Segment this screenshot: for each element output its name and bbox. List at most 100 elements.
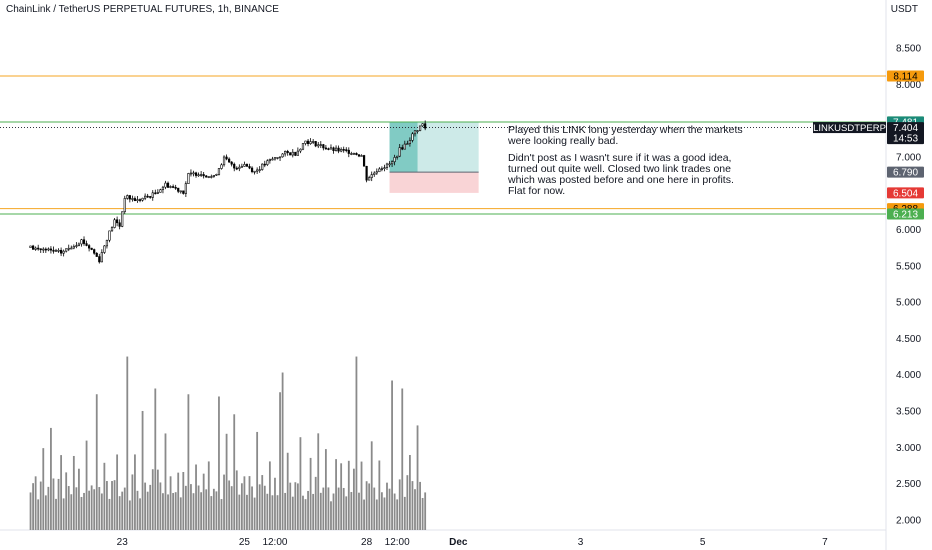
y-tick-label: 7.000 xyxy=(896,152,921,163)
volume-bar xyxy=(121,491,124,530)
volume-bar xyxy=(154,388,157,530)
volume-bar xyxy=(337,487,340,530)
position-stop-zone xyxy=(389,172,479,193)
candle-body xyxy=(205,175,208,178)
volume-bar xyxy=(261,475,264,530)
volume-bar xyxy=(95,394,98,530)
volume-bar xyxy=(416,425,419,530)
volume-bar xyxy=(332,493,335,530)
x-tick-label: 23 xyxy=(117,537,129,548)
volume-bar xyxy=(322,487,325,530)
volume-bar xyxy=(335,459,337,530)
volume-bar xyxy=(80,496,83,530)
candle-body xyxy=(235,167,238,170)
price-tag: 6.213 xyxy=(893,210,918,221)
volume-bar xyxy=(141,410,144,530)
candle-body xyxy=(273,157,277,160)
currency-label: USDT xyxy=(890,4,918,15)
volume-bar xyxy=(116,454,119,530)
candle-body xyxy=(352,152,355,155)
candle-body xyxy=(192,172,195,175)
volume-bar xyxy=(248,476,251,530)
volume-bar xyxy=(266,493,269,530)
candle-body xyxy=(113,219,116,228)
symbol-tag: LINKUSDTPERP xyxy=(813,123,886,134)
candle-body xyxy=(166,182,170,188)
candle-body xyxy=(370,174,373,178)
price-tag: 8.114 xyxy=(893,72,918,83)
candle-body xyxy=(340,149,343,152)
candle-body xyxy=(184,183,187,194)
candle-body xyxy=(350,153,353,155)
candle-body xyxy=(243,164,246,167)
chart-title: ChainLink / TetherUS PERPETUAL FUTURES, … xyxy=(6,4,279,15)
volume-bar xyxy=(386,482,388,530)
volume-bar xyxy=(223,474,225,530)
volume-bar xyxy=(409,454,411,530)
volume-bar xyxy=(90,485,93,530)
candle-body xyxy=(266,160,269,165)
volume-bar xyxy=(42,448,45,530)
candle-body xyxy=(368,177,371,181)
candle-body xyxy=(322,144,325,149)
y-tick-label: 6.000 xyxy=(896,225,921,236)
candle-body xyxy=(220,164,223,169)
candle-body xyxy=(309,141,312,145)
candle-body xyxy=(70,247,73,250)
candle-body xyxy=(289,152,292,156)
volume-bar xyxy=(55,498,57,530)
volume-bar xyxy=(113,480,116,530)
volume-bar xyxy=(304,499,307,530)
volume-bar xyxy=(197,485,200,530)
volume-bar xyxy=(324,449,327,530)
volume-bar xyxy=(162,493,164,530)
candle-body xyxy=(49,248,53,251)
volume-bar xyxy=(355,356,358,530)
volume-bar xyxy=(375,499,378,530)
candle-body xyxy=(121,211,124,227)
volume-bar xyxy=(75,487,78,530)
volume-bar xyxy=(212,488,215,530)
candle-body xyxy=(256,169,259,172)
volume-bar xyxy=(276,495,279,530)
candle-body xyxy=(172,186,175,188)
price-tag-bg xyxy=(887,208,924,220)
volume-bar xyxy=(182,472,185,530)
volume-bar xyxy=(174,492,177,530)
volume-bar xyxy=(184,485,187,530)
volume-bar xyxy=(406,475,409,530)
volume-bar xyxy=(258,484,261,530)
candle-body xyxy=(164,182,167,188)
volume-bar xyxy=(317,433,320,530)
candle-body xyxy=(375,171,378,174)
volume-bar xyxy=(363,499,365,530)
volume-bar xyxy=(44,495,47,530)
volume-bar xyxy=(144,482,147,530)
volume-bar xyxy=(391,380,393,530)
volume-bar xyxy=(380,492,383,530)
volume-bar xyxy=(187,394,190,530)
candle-body xyxy=(57,249,60,252)
volume-bar xyxy=(271,495,274,530)
candle-body xyxy=(187,173,190,184)
volume-bar xyxy=(235,470,238,530)
candle-body xyxy=(225,156,228,160)
candle-body xyxy=(90,247,93,250)
volume-bar xyxy=(72,455,75,530)
volume-bar xyxy=(100,493,103,530)
volume-bar xyxy=(177,472,180,530)
candle-body xyxy=(230,161,233,165)
candle-body xyxy=(281,153,284,158)
candle-body xyxy=(248,166,251,169)
candle-body xyxy=(342,149,345,151)
volume-bar xyxy=(411,481,414,530)
volume-bar xyxy=(126,356,129,530)
y-tick-label: 5.500 xyxy=(896,261,921,272)
volume-bar xyxy=(268,461,271,530)
volume-bar xyxy=(106,481,108,530)
volume-bar xyxy=(83,492,85,530)
volume-bar xyxy=(190,484,192,530)
candle-body xyxy=(380,168,383,170)
candle-body xyxy=(67,247,70,250)
